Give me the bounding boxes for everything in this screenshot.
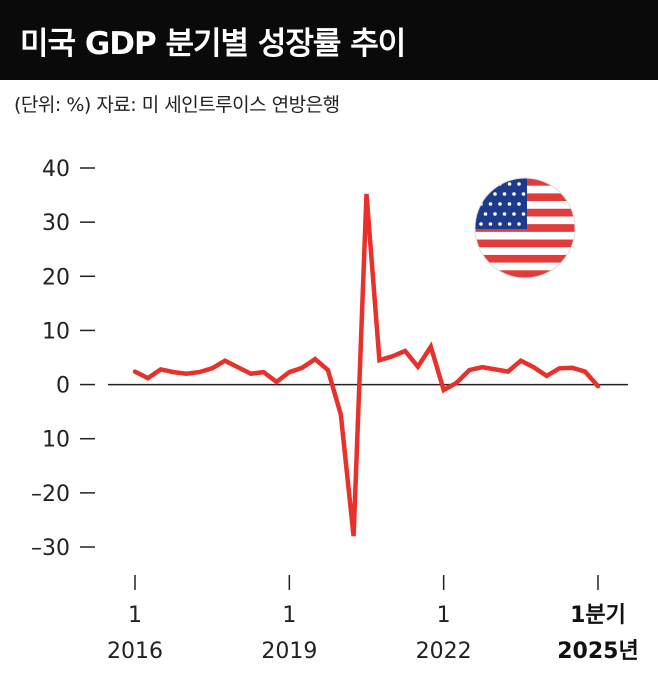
x-tick-quarter-label: 1분기 bbox=[570, 603, 626, 628]
x-tick-year-label: 2022 bbox=[416, 639, 472, 664]
y-tick-label: 10 bbox=[42, 319, 70, 344]
series-points bbox=[134, 193, 599, 537]
x-tick-quarter-label: 1 bbox=[128, 603, 142, 628]
y-tick-label: 30 bbox=[42, 211, 70, 236]
y-tick-label: 0 bbox=[56, 374, 70, 399]
us-flag-icon bbox=[474, 177, 576, 279]
x-tick-quarter-label: 1 bbox=[437, 603, 451, 628]
y-tick-label: –30 bbox=[31, 536, 70, 561]
x-tick-quarter-label: 1 bbox=[282, 603, 296, 628]
y-tick-label: 20 bbox=[42, 265, 70, 290]
y-axis: 40 30 20 10 0 10 –20 –30 bbox=[31, 157, 95, 561]
x-axis: 1 2016 1 2019 1 2022 1분기 2025년 bbox=[107, 575, 639, 664]
y-tick-label: 10 bbox=[42, 428, 70, 453]
x-tick-year-label: 2025년 bbox=[557, 639, 638, 664]
chart-title-text: 미국 GDP 분기별 성장률 추이 bbox=[20, 25, 406, 62]
x-tick-year-label: 2016 bbox=[107, 639, 163, 664]
y-tick-label: 40 bbox=[42, 157, 70, 182]
chart-title: 미국 GDP 분기별 성장률 추이 bbox=[0, 0, 658, 80]
chart-subtitle: (단위: %) 자료: 미 세인트루이스 연방은행 bbox=[14, 94, 340, 116]
x-tick-year-label: 2019 bbox=[261, 639, 317, 664]
y-tick-label: –20 bbox=[31, 482, 70, 507]
